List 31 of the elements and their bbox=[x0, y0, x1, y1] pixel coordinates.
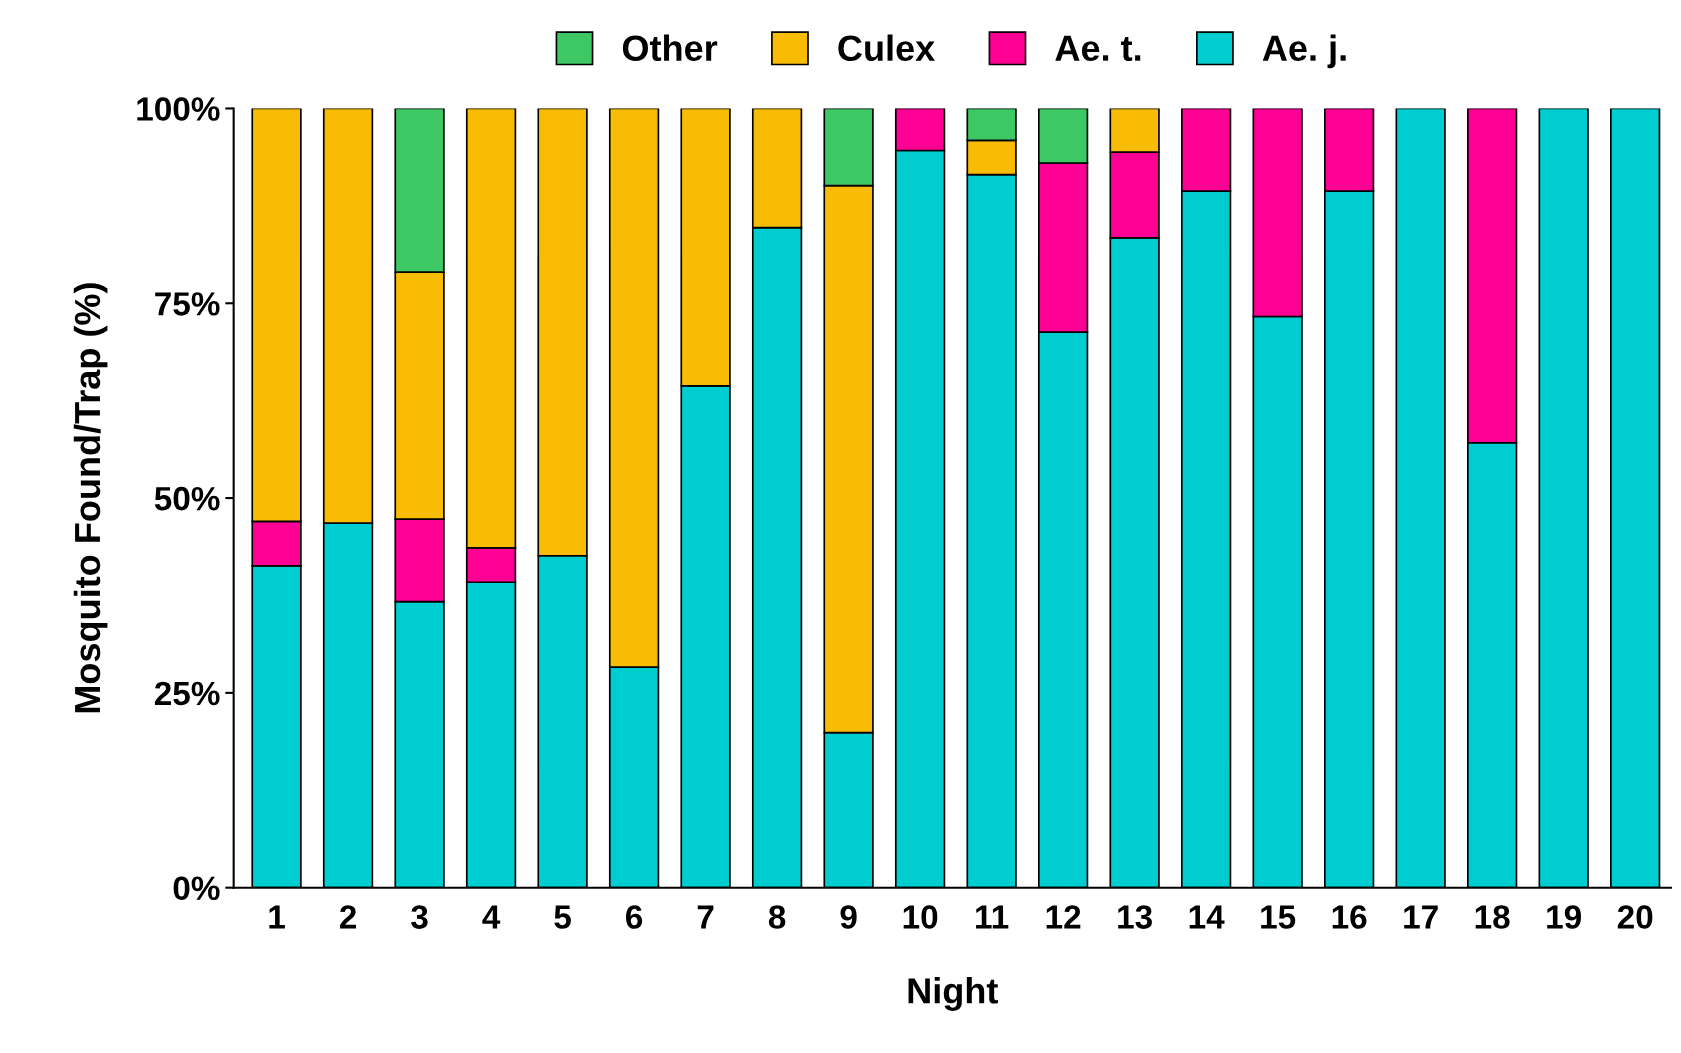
x-tick-label: 20 bbox=[1617, 905, 1653, 929]
x-tick-label: 8 bbox=[768, 905, 786, 929]
x-tick-label: 5 bbox=[554, 905, 571, 929]
x-tick-label: 11 bbox=[976, 905, 1009, 929]
x-tick-label: 12 bbox=[1046, 905, 1081, 929]
y-tick-label: 75% bbox=[155, 292, 220, 316]
x-tick-label: 9 bbox=[840, 905, 857, 929]
x-tick-label: 6 bbox=[626, 905, 643, 929]
legend-label: Other bbox=[622, 34, 718, 62]
y-tick-label: 50% bbox=[154, 486, 220, 511]
x-tick-label: 1 bbox=[269, 905, 285, 929]
y-tick-label: 100% bbox=[137, 97, 220, 121]
legend-label: Ae. t. bbox=[1055, 35, 1141, 62]
x-tick-label: 4 bbox=[482, 905, 501, 929]
legend-label: Culex bbox=[838, 34, 935, 62]
x-tick-label: 18 bbox=[1475, 905, 1510, 929]
x-tick-label: 15 bbox=[1261, 905, 1296, 929]
x-tick-label: 14 bbox=[1189, 905, 1225, 929]
x-tick-label: 17 bbox=[1404, 905, 1438, 929]
y-tick-label: 0% bbox=[173, 876, 220, 901]
x-axis-title: Night bbox=[908, 977, 998, 1011]
x-tick-label: 10 bbox=[903, 905, 938, 929]
y-tick-label: 25% bbox=[154, 681, 220, 706]
x-tick-label: 3 bbox=[411, 905, 428, 929]
legend-label: Ae. j. bbox=[1262, 34, 1346, 69]
x-tick-label: 19 bbox=[1547, 905, 1581, 929]
y-axis-title: Mosquito Found/Trap (%) bbox=[73, 283, 108, 713]
x-tick-label: 16 bbox=[1332, 905, 1367, 929]
x-tick-label: 7 bbox=[697, 905, 714, 929]
x-tick-label: 2 bbox=[339, 905, 356, 929]
x-tick-label: 13 bbox=[1118, 905, 1152, 929]
